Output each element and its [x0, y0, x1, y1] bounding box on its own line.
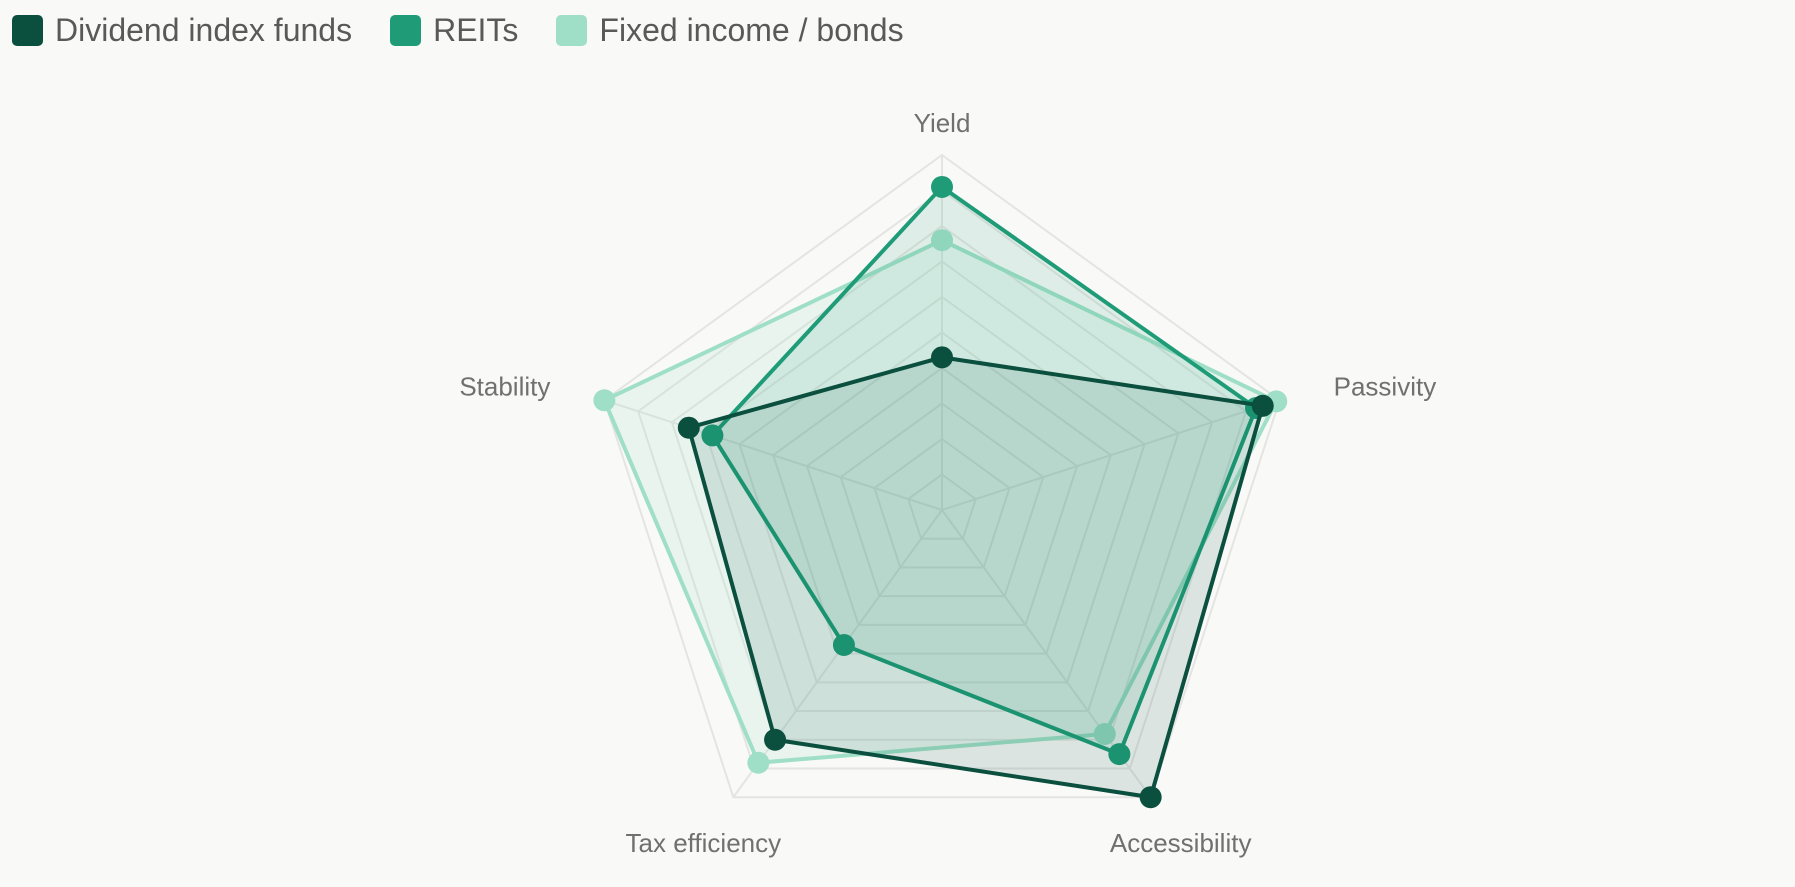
grid-ring	[704, 260, 1180, 713]
grid-ring	[907, 473, 977, 540]
legend-item-fixed-income-bonds[interactable]: Fixed income / bonds	[556, 12, 904, 49]
grid-ring	[805, 366, 1079, 626]
grid-ring	[636, 189, 1248, 770]
radar-series-layer	[593, 175, 1288, 809]
data-point[interactable]	[1139, 786, 1162, 809]
grid-ring	[839, 402, 1045, 598]
data-point[interactable]	[701, 424, 724, 447]
legend-swatch	[12, 15, 43, 46]
radar-grid	[603, 153, 1281, 799]
data-point[interactable]	[931, 175, 953, 198]
chart-legend: Dividend index funds REITs Fixed income …	[12, 12, 904, 49]
data-point[interactable]	[764, 728, 787, 751]
series-area	[710, 184, 1258, 757]
series-area	[686, 355, 1265, 800]
grid-spoke	[604, 399, 943, 511]
grid-ring	[772, 331, 1112, 655]
data-point[interactable]	[593, 389, 616, 412]
series-reits	[701, 175, 1267, 766]
legend-label: REITs	[433, 12, 519, 48]
axis-label-accessibility: Accessibility	[1110, 828, 1252, 858]
axis-labels: Yield Passivity Accessibility Tax efficienc…	[459, 108, 1436, 858]
legend-item-dividend-index-funds[interactable]: Dividend index funds	[12, 12, 352, 49]
data-point[interactable]	[1093, 723, 1116, 746]
axis-label-passivity: Passivity	[1334, 371, 1437, 401]
data-point[interactable]	[677, 416, 700, 439]
data-point[interactable]	[747, 751, 770, 774]
legend-item-reits[interactable]: REITs	[390, 12, 518, 49]
data-point[interactable]	[832, 633, 855, 656]
legend-label: Dividend index funds	[55, 12, 353, 48]
grid-ring	[603, 153, 1281, 799]
legend-swatch	[556, 15, 588, 46]
grid-spoke	[941, 399, 1280, 511]
axis-label-yield: Yield	[914, 108, 971, 138]
legend-swatch	[390, 15, 422, 46]
axis-label-tax-efficiency: Tax efficiency	[626, 828, 782, 858]
legend-label: Fixed income / bonds	[599, 12, 904, 48]
data-point[interactable]	[1251, 394, 1274, 417]
axis-label-stability: Stability	[459, 371, 550, 401]
data-point[interactable]	[1108, 743, 1131, 766]
data-point[interactable]	[931, 346, 953, 369]
data-point[interactable]	[931, 229, 953, 252]
grid-ring	[873, 437, 1011, 569]
series-dividend-index-funds	[677, 346, 1274, 809]
